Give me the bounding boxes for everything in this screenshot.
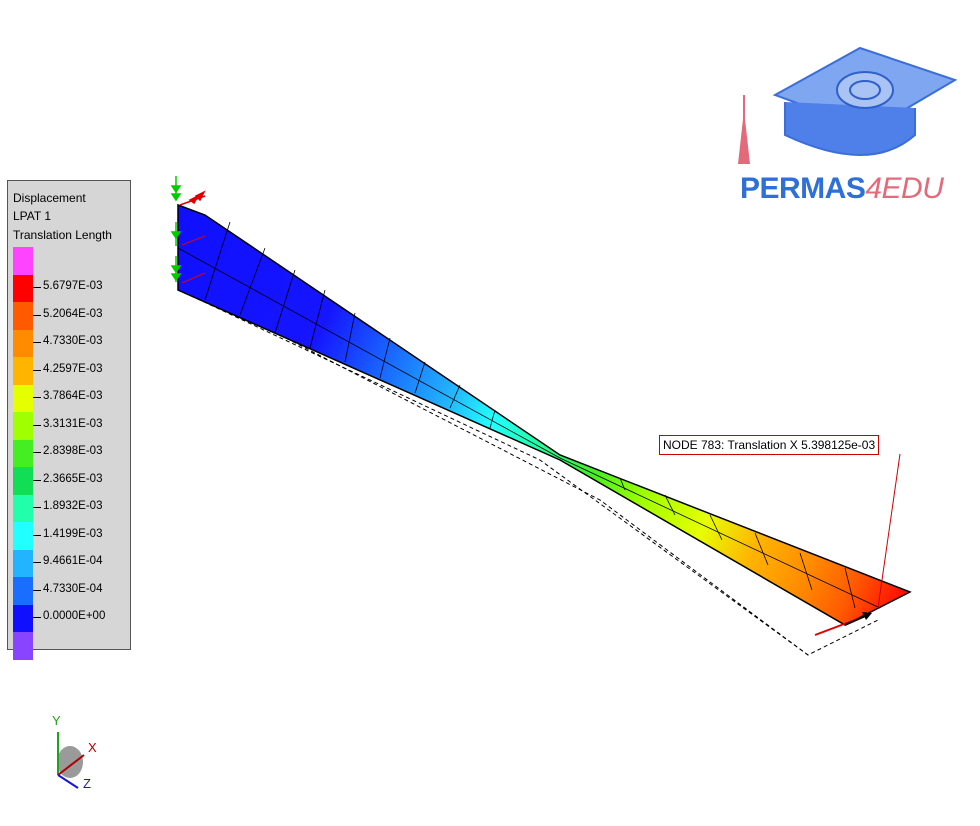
legend-tick [33, 342, 41, 344]
color-legend[interactable]: Displacement LPAT 1 Translation Length 5… [7, 180, 131, 660]
logo-suffix: 4EDU [865, 172, 944, 205]
legend-swatch [13, 577, 33, 605]
legend-swatch [13, 604, 33, 633]
permas-logo-text: PERMAS4EDU [740, 172, 944, 206]
legend-value-label: 4.2597E-03 [43, 362, 103, 375]
axis-triad-icon[interactable] [40, 710, 110, 800]
legend-tick [33, 534, 41, 536]
legend-swatch [13, 384, 33, 413]
legend-swatch [13, 329, 33, 358]
legend-tick [33, 287, 41, 289]
legend-tick [33, 507, 41, 509]
legend-swatch [13, 522, 33, 550]
legend-value-label: 0.0000E+00 [43, 610, 106, 623]
axis-label-y: Y [52, 713, 61, 728]
legend-swatch [13, 412, 33, 440]
legend-swatch [13, 274, 33, 303]
deformed-mesh [177, 203, 912, 626]
legend-swatch [13, 357, 33, 385]
boundary-conditions [170, 176, 206, 284]
legend-tick [33, 617, 41, 619]
axis-label-z: Z [83, 776, 91, 791]
legend-swatch [13, 302, 33, 330]
legend-tick [33, 424, 41, 426]
legend-tick [33, 397, 41, 399]
legend-value-label: 2.8398E-03 [43, 445, 103, 458]
callout-leader [877, 453, 901, 609]
legend-title-component: Translation Length [13, 228, 112, 242]
legend-swatch [13, 632, 33, 660]
legend-swatch [13, 439, 33, 468]
load-arrow [814, 612, 872, 636]
legend-tick [33, 562, 41, 564]
legend-value-label: 4.7330E-03 [43, 335, 103, 348]
legend-tick [33, 369, 41, 371]
legend-value-label: 3.7864E-03 [43, 390, 103, 403]
legend-tick [33, 479, 41, 481]
logo-main: PERMAS [740, 172, 866, 205]
legend-swatch [13, 549, 33, 578]
permas-logo-icon [738, 46, 958, 164]
legend-title-result: Displacement [13, 191, 86, 205]
legend-value-label: 4.7330E-04 [43, 582, 103, 595]
legend-tick [33, 314, 41, 316]
legend-value-label: 3.3131E-03 [43, 417, 103, 430]
legend-value-label: 5.2064E-03 [43, 307, 103, 320]
legend-value-label: 1.8932E-03 [43, 500, 103, 513]
legend-swatch [13, 247, 33, 275]
legend-value-label: 1.4199E-03 [43, 527, 103, 540]
node-callout[interactable]: NODE 783: Translation X 5.398125e-03 [659, 435, 880, 455]
legend-swatch [13, 494, 33, 523]
legend-value-label: 9.4661E-04 [43, 555, 103, 568]
legend-tick [33, 452, 41, 454]
legend-value-label: 2.3665E-03 [43, 472, 103, 485]
legend-swatch [13, 467, 33, 495]
axis-label-x: X [88, 740, 97, 755]
legend-value-label: 5.6797E-03 [43, 280, 103, 293]
legend-title-loadpattern: LPAT 1 [13, 209, 52, 223]
legend-tick [33, 589, 41, 591]
